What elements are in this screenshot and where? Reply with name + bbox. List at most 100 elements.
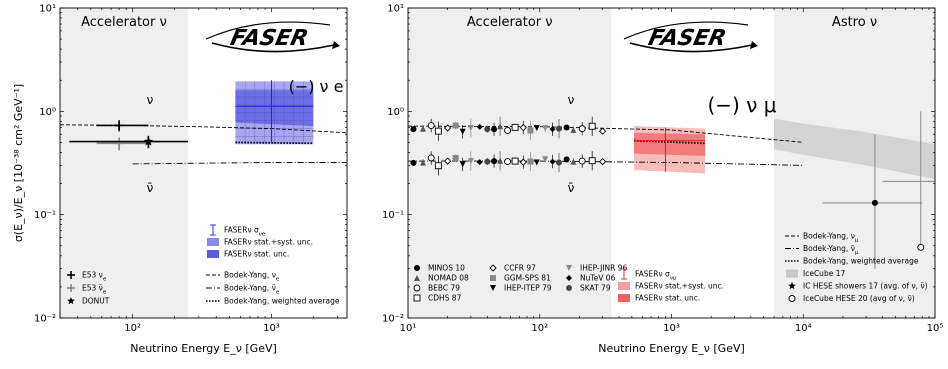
region-label-1: Astro ν: [832, 15, 877, 30]
legend-faser-0-label-text: FASERν σ: [224, 226, 259, 235]
band-2: [774, 118, 935, 180]
acc-nu-point-8: [476, 123, 483, 130]
faser-logo-1-swoosh: [211, 42, 335, 53]
y-tick-label: 10⁻²: [34, 314, 56, 325]
plot-area-2: [408, 8, 935, 318]
legend-curve-0-label-sub: μ: [855, 238, 859, 244]
acc-nubar-point-20: [563, 156, 570, 163]
legend-exp-3-label: CDHS 87: [428, 294, 462, 303]
legend-exp-9-swatch: [566, 285, 572, 291]
x-tick-label: 10³: [263, 323, 280, 334]
x-tick-label: 10¹: [400, 323, 417, 334]
axes-frame-1: [59, 7, 348, 319]
acc-nubar-point-14: [519, 158, 527, 166]
legend-exp-3-swatch: [413, 294, 421, 302]
x-tick-label: 10⁴: [795, 323, 812, 334]
legend-left-1-label-text: E53 ν̄: [82, 284, 103, 293]
legend-faser-0-label: FASERν σνe: [224, 226, 266, 238]
acc-nu-point-21: [570, 126, 577, 133]
legend-exp-5-swatch: [490, 275, 496, 281]
acc-nu-point-15: [527, 127, 534, 134]
series-2-marker-0: [917, 243, 925, 251]
legend-curve-2-label: Bodek-Yang, weighted average: [803, 257, 919, 266]
acc-nubar-point-8: [476, 159, 483, 166]
legend-curve-0-label-text: Bodek-Yang, ν: [224, 271, 276, 280]
legend-exp-7-swatch: [566, 265, 572, 271]
acc-nubar-point-24: [598, 157, 607, 166]
acc-nu-point-14: [519, 123, 527, 132]
legend-faser-1-swatch: [618, 282, 630, 290]
legend-faser-2-swatch: [618, 294, 630, 302]
legend-exp-8-label-text: NuTeV 06: [580, 274, 616, 283]
legend-left-0-label-sub: e: [103, 277, 107, 283]
acc-nubar-point-21: [570, 158, 577, 165]
legend-left-0-label: E53 νe: [82, 271, 107, 283]
legend-curve-4-label: IC HESE showers 17 (avg. of ν, ν̄): [803, 282, 928, 291]
legend-curve-5-swatch: [788, 295, 796, 302]
legend-exp-0-swatch: [414, 265, 420, 271]
y-axis-label: σ(E_ν)/E_ν [10⁻³⁸ cm² GeV⁻¹]: [12, 84, 25, 242]
acc-nu-point-0: [410, 126, 417, 133]
legend-faser-0-label-sub: νe: [259, 232, 266, 238]
chart-panel-1: Accelerator ν 10² 10³ 10⁻² 10⁻¹ 10⁰ 10¹ Neutrin…: [12, 4, 348, 355]
faser-logo-2: FASER: [646, 25, 728, 51]
acc-nu-point-1: [420, 125, 427, 132]
legend-exp-6-label: IHEP-ITEP 79: [504, 284, 552, 293]
legend-curve-1-label-text: Bodek-Yang, ν̄: [224, 284, 276, 293]
acc-nubar-point-2: [427, 154, 435, 162]
acc-nu-point-20: [563, 124, 570, 131]
acc-nu-point-22: [578, 125, 586, 133]
legend-faser-0-label-text: FASERν σ: [635, 270, 670, 279]
acc-nubar-point-22: [578, 157, 586, 165]
plot-area-1: [60, 8, 347, 318]
acc-nu-point-10: [491, 126, 498, 133]
legend-faser-1-label: FASERν stat.+syst. unc.: [224, 238, 313, 247]
acc-nubar-point-5: [452, 154, 459, 161]
curve-label-nubar: ν̄: [568, 181, 575, 195]
legend-exp-1-label-text: NOMAD 08: [428, 274, 469, 283]
legend-exp-6-swatch: [490, 285, 496, 291]
legend-curve-1-label: Bodek-Yang, ν̄e: [224, 284, 280, 296]
acc-nubar-point-1: [420, 159, 427, 166]
acc-nubar-point-18: [549, 158, 556, 165]
faser-logo-1-arrow: [332, 41, 340, 49]
y-tick-label: 10⁻¹: [382, 210, 404, 221]
legend-exp-4-label-text: CCFR 97: [504, 264, 536, 273]
legend-exp-7-label-text: IHEP-JINR 96: [580, 264, 627, 273]
faser-logo-2-swoosh: [629, 42, 753, 53]
legend-exp-3-label-text: CDHS 87: [428, 294, 462, 303]
acc-nubar-point-10: [491, 158, 498, 165]
legend-curve-0-label-sub: e: [276, 277, 280, 283]
legend-curve-1-label-sub: e: [276, 290, 280, 296]
legend-exp-8-label: NuTeV 06: [580, 274, 616, 283]
y-tick-label: 10⁰: [387, 107, 404, 118]
y-tick-label: 10⁰: [39, 107, 56, 118]
acc-nu-point-17: [542, 125, 549, 132]
curve-2: [235, 141, 314, 145]
region-0: [60, 8, 188, 318]
acc-nubar-point-12: [504, 158, 512, 166]
faser-logo-1-swoosh-top: [205, 21, 331, 40]
y-tick-label: 10⁻²: [382, 314, 404, 325]
x-tick-label: 10⁵: [927, 323, 944, 334]
flavor-label: (−) ν e: [289, 77, 344, 96]
acc-nu-point-24: [598, 127, 607, 135]
legend-faser-1-label: FASERν stat.+syst. unc.: [635, 282, 724, 291]
legend-curve-1-label: Bodek-Yang, ν̄μ: [803, 244, 859, 256]
acc-nu-point-7: [467, 124, 474, 131]
legend-curve-1-label-sub: μ: [855, 250, 859, 256]
acc-nu-point-9: [484, 126, 491, 133]
legend-curve-0-label: Bodek-Yang, νμ: [803, 232, 859, 244]
x-tick-label: 10³: [663, 323, 680, 334]
legend-faser-2-label: FASERν stat. unc.: [635, 294, 700, 303]
legend-left-1-label-sub: e: [103, 290, 107, 296]
y-tick-label: 10⁻¹: [34, 210, 56, 221]
acc-nu-point-3: [434, 127, 442, 135]
legend-curve-2-label-text: Bodek-Yang, weighted average: [224, 297, 340, 306]
legend-faser-1-label-text: FASERν stat.+syst. unc.: [635, 282, 724, 291]
acc-nubar-point-17: [542, 156, 549, 163]
legend-exp-1-label: NOMAD 08: [428, 274, 469, 283]
legend-curve-0-label-text: Bodek-Yang, ν: [803, 232, 855, 241]
legend-exp-7-label: IHEP-JINR 96: [580, 264, 627, 273]
